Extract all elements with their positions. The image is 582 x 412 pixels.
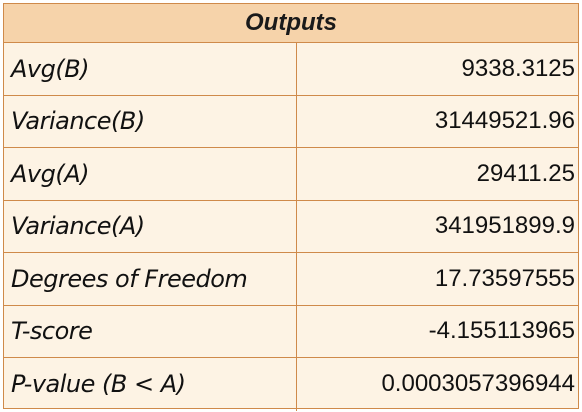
label-cell[interactable]: Variance(A): [4, 200, 297, 252]
table-row-variance-b: Variance(B) 31449521.96: [4, 95, 578, 148]
value-cell[interactable]: 0.0003057396944: [381, 370, 575, 398]
value-cell[interactable]: 29411.25: [476, 159, 575, 187]
value-cell[interactable]: 341951899.9: [434, 212, 575, 240]
label-cell[interactable]: Avg(B): [4, 43, 297, 95]
label-cell[interactable]: T-score: [4, 305, 297, 357]
table-row-t-score: T-score -4.155113965: [4, 305, 578, 358]
outputs-header-cell[interactable]: Outputs: [4, 4, 578, 43]
table-row-p-value: P-value (B < A) 0.0003057396944: [4, 358, 578, 411]
label-cell[interactable]: Variance(B): [4, 95, 297, 147]
value-cell[interactable]: 9338.3125: [461, 54, 575, 82]
outputs-title: Outputs: [245, 9, 337, 36]
value-cell[interactable]: 17.73597555: [434, 264, 575, 292]
outputs-rows: Avg(B) 9338.3125 Variance(B) 31449521.96…: [4, 43, 578, 411]
table-row-avg-a: Avg(A) 29411.25: [4, 148, 578, 201]
label-cell[interactable]: Degrees of Freedom: [4, 253, 297, 305]
outputs-table: Outputs Avg(B) 9338.3125 Variance(B) 314…: [3, 3, 579, 411]
table-row-variance-a: Variance(A) 341951899.9: [4, 200, 578, 253]
table-row-avg-b: Avg(B) 9338.3125: [4, 43, 578, 96]
table-row-degrees-of-freedom: Degrees of Freedom 17.73597555: [4, 253, 578, 306]
value-cell[interactable]: 31449521.96: [434, 107, 575, 135]
label-cell[interactable]: Avg(A): [4, 148, 297, 200]
label-cell[interactable]: P-value (B < A): [4, 358, 297, 411]
value-cell[interactable]: -4.155113965: [428, 317, 575, 345]
